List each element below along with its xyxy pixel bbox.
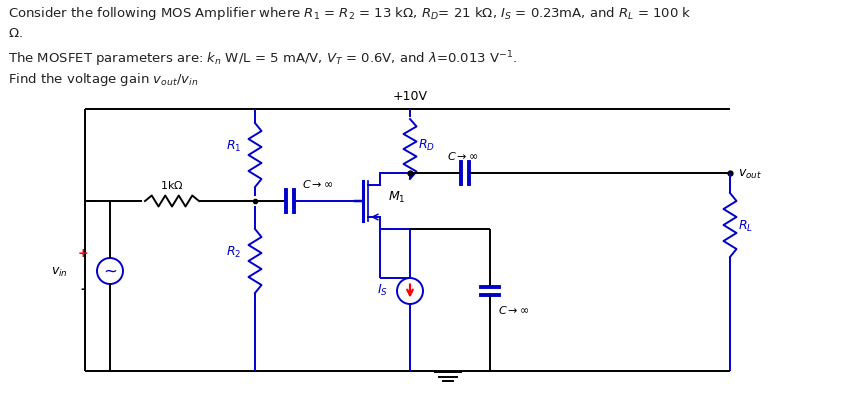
Text: $v_{in}$: $v_{in}$ [51, 265, 68, 278]
Text: $R_L$: $R_L$ [738, 218, 753, 233]
Text: +10V: +10V [392, 90, 428, 103]
Text: The MOSFET parameters are: $k_n$ W/L = 5 mA/V, $V_T$ = 0.6V, and $\lambda$=0.013: The MOSFET parameters are: $k_n$ W/L = 5… [8, 49, 518, 69]
Text: 1k$\Omega$: 1k$\Omega$ [160, 178, 184, 190]
Text: $v_{out}$: $v_{out}$ [738, 167, 762, 180]
Text: $M_1$: $M_1$ [388, 189, 405, 204]
Text: Find the voltage gain $v_{out}$/$v_{in}$: Find the voltage gain $v_{out}$/$v_{in}$ [8, 71, 199, 88]
Text: ~: ~ [103, 262, 117, 280]
Text: +: + [78, 247, 88, 260]
Text: $\Omega$.: $\Omega$. [8, 27, 22, 40]
Text: $R_1$: $R_1$ [226, 138, 241, 153]
Text: $C \to \infty$: $C \to \infty$ [498, 303, 530, 315]
Text: $R_2$: $R_2$ [226, 244, 241, 259]
Text: -: - [80, 283, 86, 296]
Text: $C \to \infty$: $C \to \infty$ [302, 178, 334, 190]
Text: $R_D$: $R_D$ [418, 137, 435, 152]
Text: Consider the following MOS Amplifier where $R_1$ = $R_2$ = 13 k$\Omega$, $R_D$= : Consider the following MOS Amplifier whe… [8, 5, 692, 22]
Text: $C \to \infty$: $C \to \infty$ [447, 150, 479, 162]
Text: $I_S$: $I_S$ [377, 282, 388, 297]
